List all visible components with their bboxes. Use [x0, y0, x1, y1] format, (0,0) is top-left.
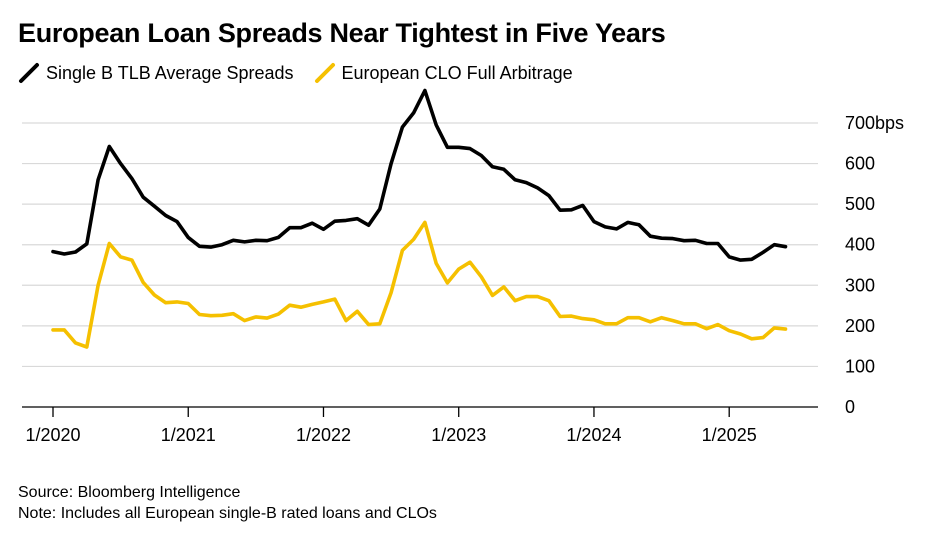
y-tick-label: 500: [845, 194, 875, 214]
source-note: Source: Bloomberg Intelligence: [18, 484, 241, 501]
series-line-clo: [51, 220, 788, 349]
x-tick-label: 1/2020: [25, 425, 80, 445]
footnote: Note: Includes all European single-B rat…: [18, 505, 437, 522]
y-axis-labels: 0 100 200 300 400 500 600 700bps: [845, 113, 904, 417]
legend-swatch-tlb: [19, 63, 39, 83]
y-tick-label: 300: [845, 275, 875, 295]
y-tick-label: 0: [845, 397, 855, 417]
x-tick-label: 1/2023: [431, 425, 486, 445]
legend-item-clo: European CLO Full Arbitrage: [314, 62, 573, 84]
legend-item-tlb: Single B TLB Average Spreads: [18, 62, 294, 84]
x-tick-label: 1/2022: [296, 425, 351, 445]
footer: Source: Bloomberg Intelligence Note: Inc…: [18, 482, 437, 524]
series-lines: [51, 88, 788, 349]
x-tick-label: 1/2025: [702, 425, 757, 445]
legend-label-clo: European CLO Full Arbitrage: [341, 62, 573, 83]
legend: Single B TLB Average Spreads European CL…: [18, 62, 593, 84]
gridlines: [22, 122, 818, 368]
legend-swatch-clo: [314, 63, 335, 83]
y-tick-label: 200: [845, 316, 875, 336]
y-tick-label: 100: [845, 356, 875, 376]
x-tick-label: 1/2024: [566, 425, 621, 445]
y-tick-label: 400: [845, 235, 875, 255]
x-axis: [22, 406, 818, 417]
chart-title: European Loan Spreads Near Tightest in F…: [18, 18, 666, 48]
y-tick-label: 600: [845, 154, 875, 174]
legend-label-tlb: Single B TLB Average Spreads: [46, 62, 294, 83]
x-tick-label: 1/2021: [161, 425, 216, 445]
y-tick-label: 700bps: [845, 113, 904, 133]
x-axis-labels: 1/2020 1/2021 1/2022 1/2023 1/2024 1/2025: [25, 425, 756, 445]
series-line-tlb: [51, 88, 788, 262]
